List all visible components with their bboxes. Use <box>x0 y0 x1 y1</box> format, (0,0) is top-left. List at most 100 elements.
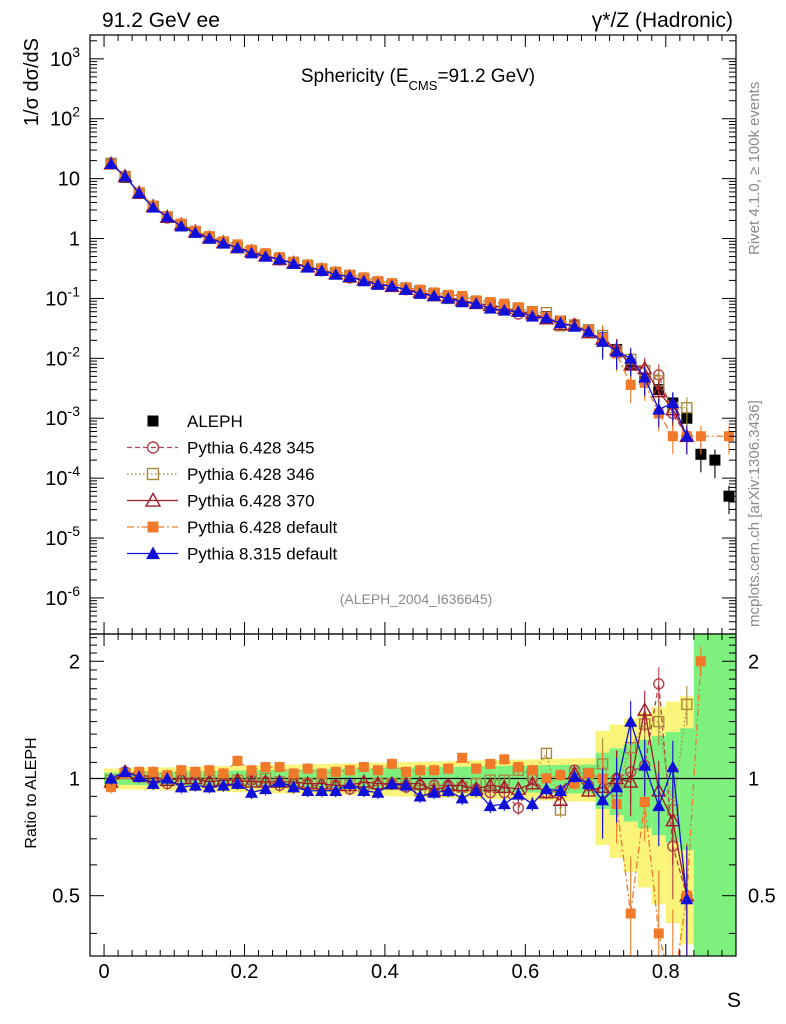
ratio-point <box>106 782 117 793</box>
x-tick-label: 0.4 <box>371 961 399 983</box>
data-point <box>399 283 413 295</box>
legend-marker <box>146 546 160 560</box>
ratio-point <box>302 763 313 774</box>
y-tick-label: 10-2 <box>45 343 80 370</box>
data-point <box>315 264 329 276</box>
ratio-point <box>622 773 639 788</box>
data-point <box>511 305 525 317</box>
data-point <box>357 274 371 287</box>
ratio-point <box>511 787 525 800</box>
ratio-point <box>513 762 524 773</box>
ratio-point <box>176 765 187 776</box>
ratio-line <box>110 709 688 896</box>
ratio-point <box>118 765 132 778</box>
ratio-point <box>315 784 329 796</box>
ratio-band-stat <box>707 634 722 956</box>
ratio-point <box>148 766 159 777</box>
ratio-tick-label-right: 2 <box>748 651 759 673</box>
series-line <box>110 163 688 437</box>
data-point <box>525 309 539 322</box>
ratio-point <box>372 765 383 776</box>
ratio-point <box>245 786 258 798</box>
ratio-point <box>190 766 201 777</box>
legend-marker <box>146 441 160 454</box>
ratio-point <box>653 928 664 939</box>
ratio-point <box>274 762 285 773</box>
data-point <box>638 370 652 383</box>
ratio-point <box>527 765 538 776</box>
ratio-tick-label: 2 <box>69 651 80 673</box>
ratio-point <box>552 792 569 806</box>
y-tick-label: 10-1 <box>45 283 80 310</box>
data-point <box>343 270 357 282</box>
ratio-panel: 0 0.2 0.4 0.6 0.8 0.5 0.5 1 1 2 2 Ratio to ALEPH <box>23 633 776 999</box>
ratio-point <box>316 768 327 779</box>
ratio-point <box>610 780 624 793</box>
ratio-point <box>413 789 427 802</box>
ratio-point <box>371 786 385 798</box>
data-point <box>174 219 188 232</box>
data-point <box>385 279 399 292</box>
ratio-point <box>540 747 553 760</box>
ratio-point <box>344 765 355 776</box>
data-point <box>582 325 596 337</box>
ratio-band-stat <box>693 634 708 956</box>
data-point <box>483 301 497 314</box>
data-point <box>146 200 160 213</box>
series-pythia-8-315-default <box>104 157 694 455</box>
data-point <box>245 246 258 259</box>
legend-entry: Pythia 6.428 346 <box>127 465 315 484</box>
y-tick-label: 10-6 <box>45 583 80 610</box>
ratio-point <box>471 763 482 774</box>
ratio-point <box>400 766 411 777</box>
ratio-point <box>539 782 553 795</box>
ratio-tick-label-right: 1 <box>748 768 759 790</box>
y-axis-label: 1/σ dσ/dS <box>21 38 43 126</box>
y-tick-label: 1 <box>69 229 80 251</box>
main-panel: 10-6 10-5 10-4 10-3 10-2 10-1 1 10 102 103 Spheri… <box>21 34 737 635</box>
ratio-point <box>385 777 399 789</box>
ratio-point <box>427 786 441 798</box>
ratio-point <box>668 989 678 999</box>
mcplots-credit-label: mcplots.cern.ch [arXiv:1306.3436] <box>746 400 763 627</box>
data-point <box>723 431 734 442</box>
ratio-point <box>146 777 160 789</box>
ratio-point <box>525 797 539 810</box>
ratio-tick-label-right: 0.5 <box>748 886 776 908</box>
data-point <box>132 186 146 199</box>
series-aleph <box>105 157 735 515</box>
ratio-point <box>288 768 299 779</box>
data-point <box>441 291 455 304</box>
ratio-point <box>454 777 470 792</box>
ratio-point <box>273 775 287 788</box>
ratio-tick-label: 1 <box>69 768 80 790</box>
data-point <box>273 252 287 265</box>
header-left-label: 91.2 GeV ee <box>102 9 220 32</box>
legend-entry: ALEPH <box>147 412 243 431</box>
legend-label: Pythia 6.428 370 <box>187 492 315 511</box>
series-pythia-6-428-345 <box>105 158 693 455</box>
ratio-band-stat <box>721 634 736 956</box>
y-tick-label: 10 <box>58 169 80 191</box>
legend-label: Pythia 8.315 default <box>187 545 338 564</box>
ratio-point <box>555 770 566 781</box>
ratio-point <box>174 780 188 793</box>
ratio-point <box>329 784 343 796</box>
ratio-point <box>695 656 706 667</box>
ratio-series-pythia-8-315-default <box>104 701 694 956</box>
ratio-point <box>357 784 371 796</box>
data-point <box>625 379 636 390</box>
ratio-point <box>429 765 440 776</box>
ratio-point <box>582 777 596 789</box>
legend-label: Pythia 6.428 345 <box>187 439 315 458</box>
data-point <box>596 335 610 347</box>
ratio-point <box>441 784 455 796</box>
ratio-point <box>457 752 468 763</box>
y-tick-label: 10-4 <box>45 463 80 490</box>
data-point <box>539 311 553 324</box>
data-point <box>329 268 343 280</box>
ratio-point <box>386 758 397 769</box>
series-pythia-6-428-default <box>106 159 734 455</box>
data-point <box>287 257 301 269</box>
ratio-point <box>483 799 497 812</box>
